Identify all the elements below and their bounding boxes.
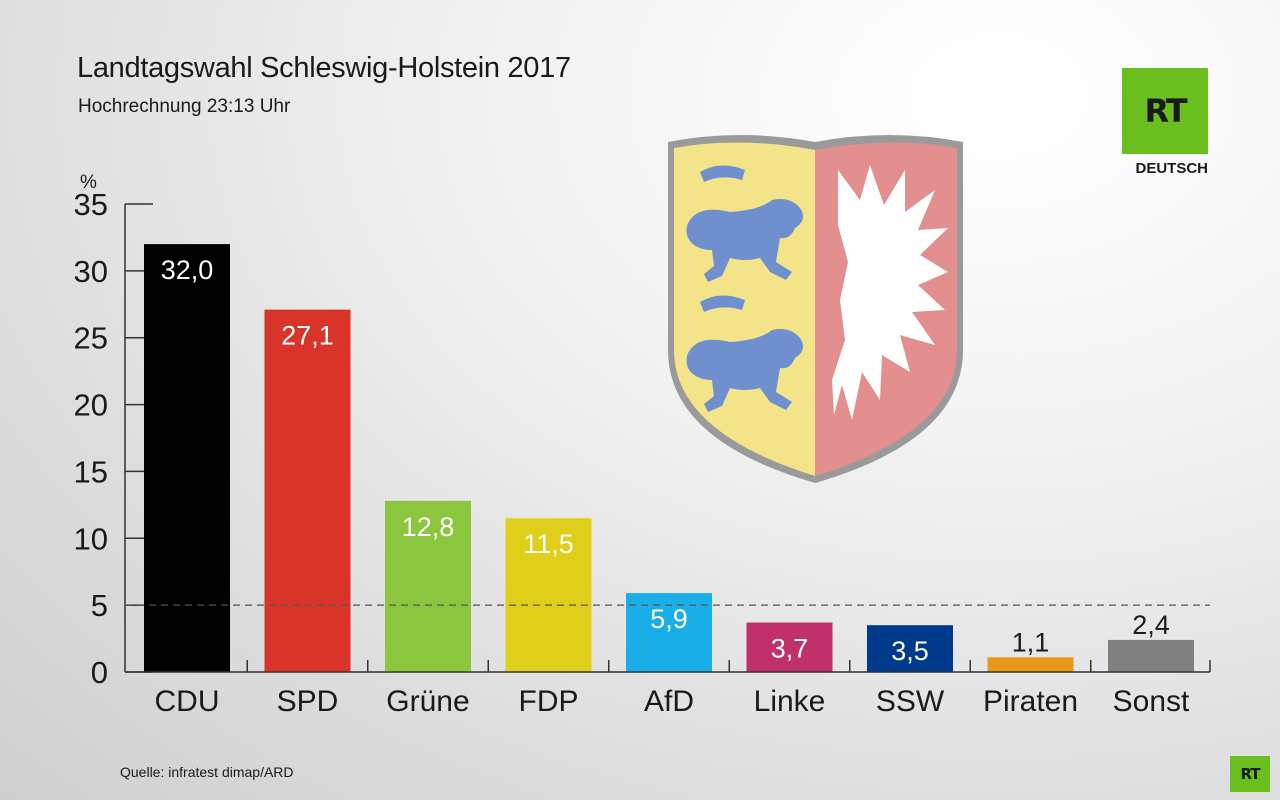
page-title: Landtagswahl Schleswig-Holstein 2017 [77,52,571,84]
y-tick-label: 10 [74,521,108,556]
x-category-label: AfD [644,685,694,718]
x-category-label: Linke [754,685,826,718]
bar-sonst [1108,639,1194,672]
data-label: 12,8 [402,512,455,542]
bar-cdu [144,244,230,672]
data-label: 3,5 [891,636,929,666]
page-subtitle: Hochrechnung 23:13 Uhr [78,96,291,117]
y-tick-label: 0 [91,655,108,690]
data-label: 32,0 [161,255,214,285]
y-tick-label: 5 [91,588,108,623]
y-axis-unit-label: % [80,172,97,193]
data-label: 11,5 [523,529,574,559]
x-category-label: SSW [876,685,945,718]
bar-ssw [867,625,953,672]
rt-mini-logo: RT [1230,756,1270,792]
x-category-label: Piraten [983,685,1078,718]
data-label: 2,4 [1132,610,1170,640]
bar-grüne [385,500,471,672]
rt-logo-text: RT [1144,92,1187,130]
data-label: 27,1 [281,321,334,351]
y-tick-label: 25 [74,321,108,356]
x-category-label: FDP [519,685,579,718]
rt-mini-logo-text: RT [1240,765,1260,783]
x-category-label: CDU [155,685,220,718]
x-category-label: Grüne [386,685,469,718]
bar-linke [746,622,833,672]
rt-logo: RT [1122,68,1208,154]
data-label: 5,9 [650,604,688,634]
data-label: 1,1 [1012,627,1050,657]
y-tick-label: 30 [74,254,108,289]
bar-piraten [987,657,1074,672]
y-tick-label: 20 [74,388,108,423]
x-category-label: Sonst [1113,685,1190,718]
x-category-label: SPD [277,685,339,718]
schleswig-holstein-coat-of-arms-icon [668,135,963,483]
bar-spd [264,309,351,672]
bar-afd [626,593,712,672]
y-tick-label: 35 [74,187,108,222]
bar-fdp [505,518,592,672]
data-label: 3,7 [771,634,809,664]
rt-logo-subtitle: DEUTSCH [1135,160,1208,177]
source-note: Quelle: infratest dimap/ARD [120,764,294,780]
y-tick-label: 15 [74,454,108,489]
